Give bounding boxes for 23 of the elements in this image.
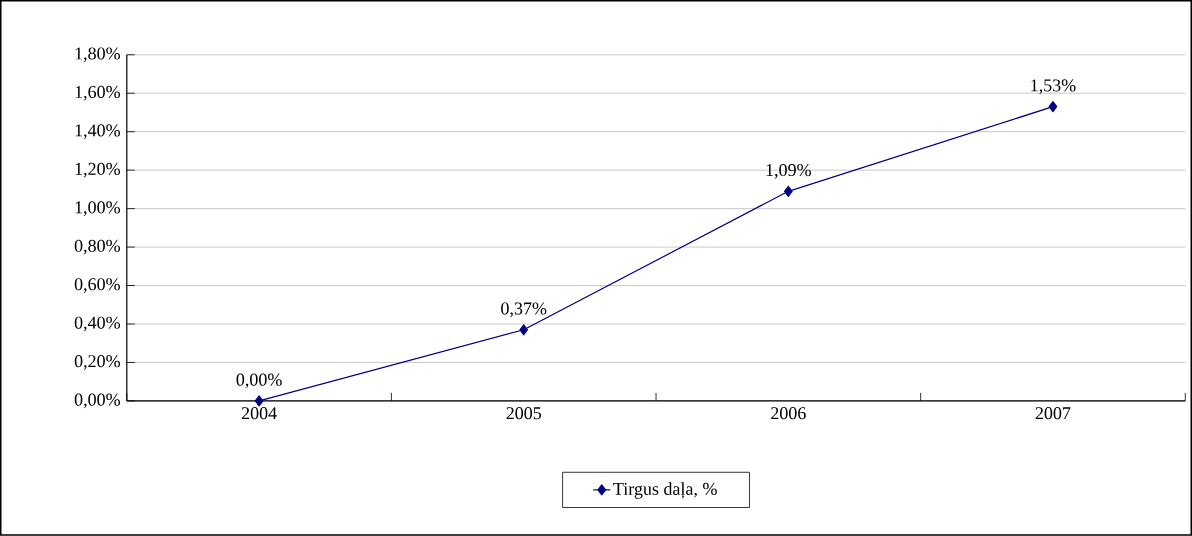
y-tick-label: 0,40% — [74, 316, 120, 332]
point — [254, 395, 264, 407]
point — [783, 185, 793, 198]
y-tick-label: 0,80% — [74, 239, 120, 255]
x-tick-label: 2004 — [241, 407, 277, 420]
y-tick-label: 1,40% — [75, 124, 120, 140]
y-tick-label: 0,60% — [74, 278, 120, 294]
point — [519, 324, 529, 336]
y-tick-label: 1,20% — [75, 162, 120, 178]
y-tick-label: 1,80% — [75, 47, 120, 63]
data-label: 1,53% — [1031, 79, 1076, 95]
data-label: 0,00% — [236, 373, 282, 389]
y-tick-label: 0,00% — [74, 393, 120, 409]
x-tick-label: 2006 — [771, 407, 806, 420]
y-tick-label: 1,60% — [75, 86, 120, 101]
x-tick-label: 2005 — [506, 407, 542, 420]
legend-label: Tirgus daļa, % — [613, 482, 717, 499]
point — [1048, 101, 1058, 113]
y-tick-label: 1,00% — [75, 201, 120, 217]
data-label: 0,37% — [501, 302, 547, 318]
y-tick-label: 0,20% — [74, 355, 120, 370]
x-tick-label: 2007 — [1035, 407, 1071, 420]
data-label: 1,09% — [766, 164, 811, 179]
